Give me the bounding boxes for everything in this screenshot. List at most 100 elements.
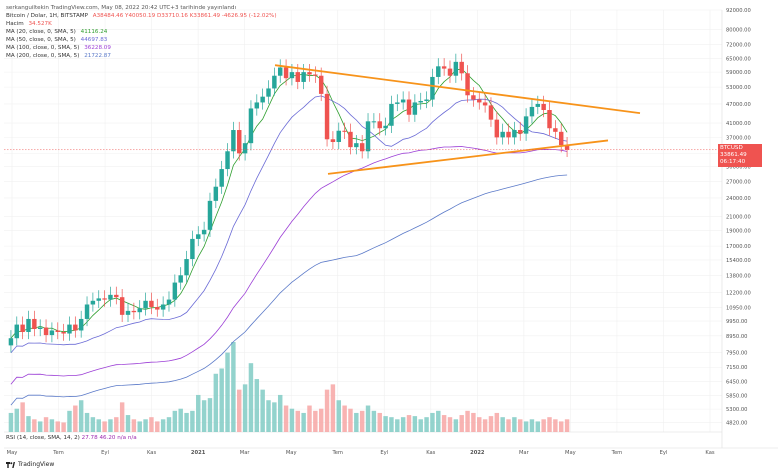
- volume-bar: [225, 352, 230, 432]
- volume-bar: [55, 421, 60, 432]
- volume-bar: [301, 412, 306, 432]
- candle-body: [90, 300, 96, 305]
- candle-body: [272, 75, 277, 89]
- y-tick-label: 5850.00: [726, 393, 747, 399]
- y-tick-label: 30000.00: [726, 165, 751, 171]
- x-tick-label: Mar: [240, 450, 251, 456]
- candle-body: [43, 327, 49, 336]
- volume-bar: [547, 417, 552, 432]
- volume-bar: [67, 410, 72, 432]
- volume-bar: [73, 405, 78, 432]
- y-tick-label: 27000.00: [726, 179, 751, 185]
- candle-body: [553, 128, 558, 132]
- y-tick-label: 13800.00: [726, 273, 751, 279]
- candle-body: [178, 275, 183, 283]
- candle-body: [102, 298, 107, 300]
- candle-body: [260, 96, 265, 103]
- y-tick-label: 5300.00: [726, 407, 747, 413]
- volume-bar: [90, 417, 96, 432]
- ma50-label: MA (50, close, 0, SMA, 5): [6, 37, 76, 43]
- ma100-line: [10, 146, 568, 385]
- ma200-line: [10, 174, 568, 406]
- volume-bar: [436, 410, 441, 432]
- x-tick-label: May: [565, 450, 576, 456]
- volume-bar: [237, 389, 242, 432]
- volume-bar: [149, 417, 154, 432]
- volume-bar: [14, 408, 20, 432]
- price-tag-timer: 06:17:40: [720, 159, 746, 165]
- y-tick-label: 72000.00: [726, 42, 751, 48]
- volume-bar: [518, 419, 523, 432]
- volume-bar: [26, 416, 31, 432]
- volume-bar: [342, 405, 347, 432]
- volume-bar: [354, 412, 359, 432]
- candle-body: [324, 93, 330, 140]
- tradingview-logo-icon: [6, 461, 15, 468]
- tradingview-brand: TradingView: [6, 461, 54, 468]
- volume-bar: [43, 417, 49, 432]
- candle-body: [143, 300, 148, 309]
- volume-bar: [155, 421, 160, 432]
- volume-bar: [313, 410, 318, 432]
- ma100-legend: MA (100, close, 0, SMA, 5) 36228.09: [6, 44, 277, 52]
- candle-body: [406, 99, 412, 115]
- y-tick-label: 17000.00: [726, 244, 751, 250]
- ma100-label: MA (100, close, 0, SMA, 5): [6, 45, 80, 51]
- candle-body: [67, 324, 72, 334]
- candle-body: [248, 108, 254, 144]
- candle-body: [237, 130, 242, 154]
- upper-trendline: [274, 64, 641, 115]
- candle-body: [289, 72, 295, 79]
- volume-bar: [102, 421, 107, 432]
- ma200-label: MA (200, close, 0, SMA, 5): [6, 53, 80, 59]
- candle-body: [564, 145, 570, 150]
- candle-body: [418, 100, 423, 103]
- volume-bar: [400, 417, 406, 432]
- candle-body: [558, 131, 564, 146]
- y-tick-label: 65000.00: [726, 57, 751, 63]
- volume-bar: [242, 384, 248, 432]
- volume-bar: [494, 412, 500, 432]
- volume-bar: [395, 419, 400, 432]
- x-tick-label: Kas: [147, 450, 156, 456]
- candle-body: [336, 130, 341, 142]
- volume-bar: [447, 417, 453, 432]
- volume-bar: [488, 416, 494, 432]
- volume-bar: [96, 419, 101, 432]
- volume-bar: [295, 410, 301, 432]
- volume-bar: [424, 417, 429, 432]
- candle-body: [400, 99, 406, 103]
- volume-bar: [330, 384, 336, 432]
- rsi-legend: RSI (14, close, SMA, 14, 2) 27.78 46.20 …: [6, 435, 137, 441]
- y-tick-label: 19000.00: [726, 229, 751, 235]
- ma20-label: MA (20, close, 0, SMA, 5): [6, 29, 76, 35]
- candle-body: [471, 95, 476, 100]
- ma20-line: [10, 68, 568, 339]
- volume-bar: [137, 421, 142, 432]
- volume-bar: [523, 421, 529, 432]
- candle-body: [447, 68, 453, 76]
- x-tick-label: Kas: [705, 450, 714, 456]
- rsi-values: 27.78 46.20 n/a n/a: [81, 435, 137, 441]
- candle-body: [73, 324, 78, 331]
- x-tick-label: Tem: [611, 450, 623, 456]
- volume-bar: [283, 405, 289, 432]
- volume-bar: [108, 419, 113, 432]
- volume-bar: [541, 419, 546, 432]
- volume-bar: [529, 419, 535, 432]
- candle-body: [184, 259, 189, 276]
- candle-body: [78, 318, 84, 331]
- y-tick-label: 8950.00: [726, 334, 747, 340]
- candle-body: [125, 310, 131, 315]
- volume-bar: [20, 402, 25, 432]
- volume-bar: [512, 417, 517, 432]
- volume-bar: [318, 408, 324, 432]
- candle-body: [371, 121, 377, 123]
- y-tick-label: 37000.00: [726, 135, 751, 141]
- candle-body: [190, 238, 195, 260]
- candle-body: [318, 75, 324, 94]
- rsi-label: RSI (14, close, SMA, 14, 2): [6, 435, 80, 441]
- volume-bar: [119, 402, 125, 432]
- candle-body: [512, 130, 517, 138]
